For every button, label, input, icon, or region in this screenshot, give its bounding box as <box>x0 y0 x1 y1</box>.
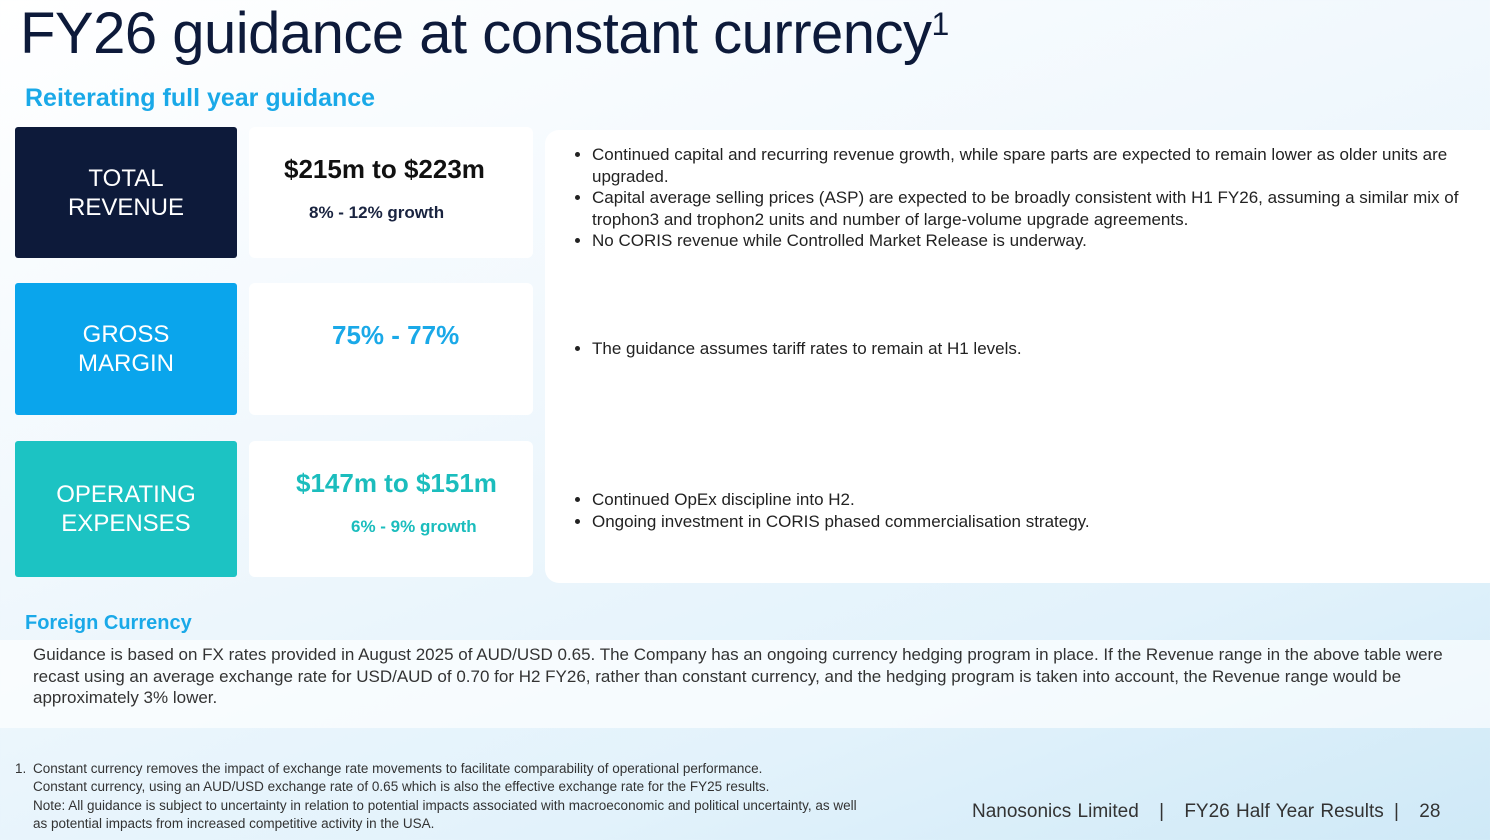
footer-separator: | <box>1394 801 1399 822</box>
page-number: 28 <box>1419 801 1441 822</box>
row-label: TOTAL REVENUE <box>15 127 237 258</box>
value: $147m to $151m <box>296 468 497 498</box>
commentary-panel <box>545 130 1490 583</box>
bullet: The guidance assumes tariff rates to rem… <box>592 338 1490 360</box>
fx-band <box>0 640 1490 728</box>
title: FY26 guidance at constant currency1 <box>20 0 949 67</box>
subtitle: Reiterating full year guidance <box>25 84 376 112</box>
title-text: FY26 guidance at constant currency <box>20 1 932 66</box>
value: $215m to $223m <box>284 154 485 184</box>
row-label: GROSS MARGIN <box>15 283 237 415</box>
value-box: $147m to $151m 6% - 9% growth <box>249 441 533 577</box>
bullet: No CORIS revenue while Controlled Market… <box>592 230 1490 252</box>
label-text: GROSS MARGIN <box>78 321 174 377</box>
footnote-number: 1. <box>15 761 27 776</box>
footnote-text: Constant currency removes the impact of … <box>33 760 863 833</box>
fx-heading: Foreign Currency <box>25 612 192 634</box>
bullet-list: Continued capital and recurring revenue … <box>560 144 1490 252</box>
footnote-line: Constant currency removes the impact of … <box>33 761 763 776</box>
label-text: TOTAL REVENUE <box>67 164 185 221</box>
bullet: Continued capital and recurring revenue … <box>592 144 1490 187</box>
footer-report: FY26 Half Year Results <box>1184 801 1384 822</box>
detail: 6% - 9% growth <box>351 517 477 536</box>
footer: Nanosonics Limited | FY26 Half Year Resu… <box>972 801 1454 823</box>
value: 75% - 77% <box>332 320 460 350</box>
label-text: OPERATING EXPENSES <box>56 481 196 537</box>
fx-text: Guidance is based on FX rates provided i… <box>33 645 1443 707</box>
footnote-line: Constant currency, using an AUD/USD exch… <box>33 779 770 795</box>
title-superscript: 1 <box>931 6 950 42</box>
value-box: 75% - 77% <box>249 283 533 415</box>
value-box: $215m to $223m 8% - 12% growth <box>249 127 533 258</box>
bullet-list: The guidance assumes tariff rates to rem… <box>560 338 1490 360</box>
row-label: OPERATING EXPENSES <box>15 441 237 577</box>
footer-company: Nanosonics Limited <box>972 801 1139 822</box>
bullet: Capital average selling prices (ASP) are… <box>592 187 1490 230</box>
detail: 8% - 12% growth <box>309 203 445 222</box>
footer-separator: | <box>1159 801 1165 822</box>
footnote-line: Note: All guidance is subject to uncerta… <box>33 797 857 831</box>
bullet: Ongoing investment in CORIS phased comme… <box>592 511 1490 533</box>
bullet: Continued OpEx discipline into H2. <box>592 489 1490 511</box>
bullet-list: Continued OpEx discipline into H2. Ongoi… <box>560 489 1490 532</box>
